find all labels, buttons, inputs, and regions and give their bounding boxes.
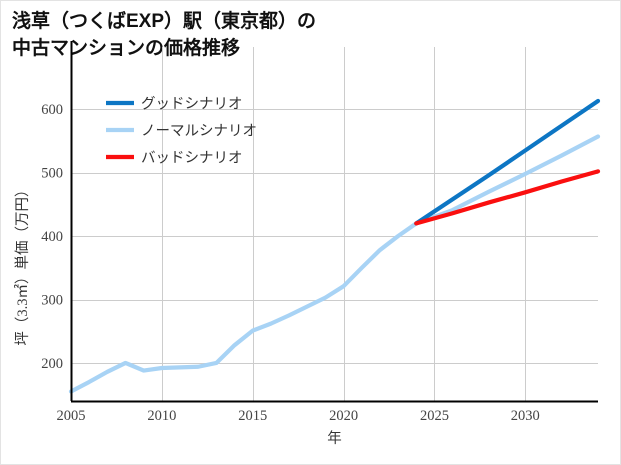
x-tick-label: 2005: [57, 408, 86, 424]
x-tick-label: 2010: [147, 408, 176, 424]
x-tick-label: 2025: [420, 408, 449, 424]
x-tick-label: 2030: [511, 408, 540, 424]
legend-label-1: ノーマルシナリオ: [141, 124, 257, 140]
legend-label-0: グッドシナリオ: [141, 96, 243, 113]
legend-label-2: バッドシナリオ: [141, 151, 243, 167]
y-axis-title: 坪（3.3㎡）単価（万円）: [14, 182, 31, 345]
y-tick-label: 600: [41, 102, 63, 118]
y-tick-label: 300: [41, 293, 63, 309]
y-tick-label: 200: [41, 356, 63, 372]
x-tick-label: 2015: [238, 408, 267, 424]
y-tick-label: 500: [41, 166, 63, 182]
y-tick-label: 400: [41, 229, 63, 245]
x-axis-title: 年: [327, 430, 342, 447]
series-line-バッドシナリオ: [414, 169, 601, 226]
chart-title: 浅草（つくばEXP）駅（東京都）の 中古マンションの価格推移: [12, 11, 317, 59]
series-line-グッドシナリオ: [414, 98, 601, 226]
x-tick-label: 2020: [329, 408, 358, 424]
series-line-ノーマルシナリオ: [68, 134, 601, 394]
